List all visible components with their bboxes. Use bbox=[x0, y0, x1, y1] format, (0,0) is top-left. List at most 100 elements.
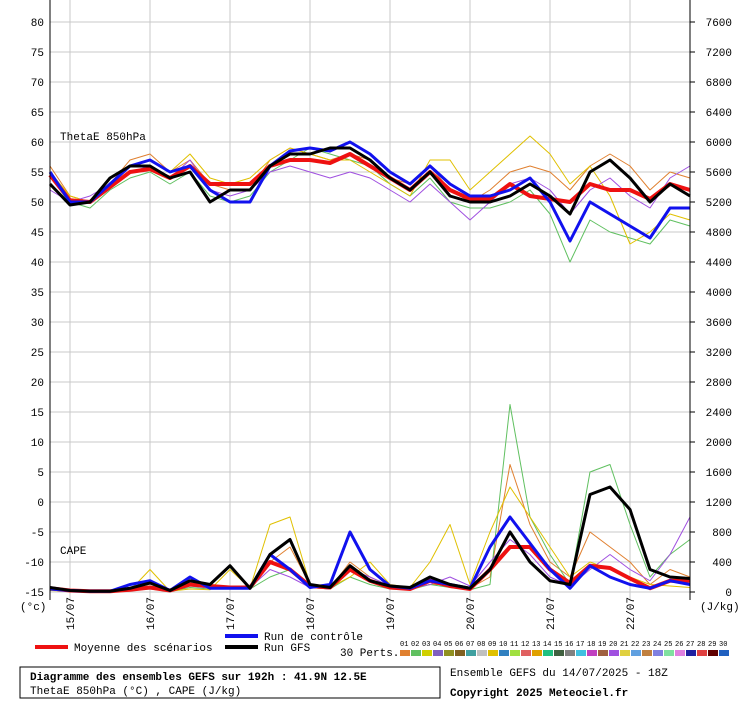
y-tick-label: 35 bbox=[31, 288, 44, 300]
member-label: 07 bbox=[466, 641, 474, 649]
series-line bbox=[49, 485, 691, 593]
annotation: ThetaE 850hPa bbox=[60, 132, 146, 144]
y-tick-label: -10 bbox=[24, 558, 44, 570]
member-label: 20 bbox=[609, 641, 617, 649]
member-label: 24 bbox=[653, 641, 661, 649]
member-label: 29 bbox=[708, 641, 716, 649]
member-label: 19 bbox=[598, 641, 606, 649]
member-swatch bbox=[708, 650, 718, 656]
y-tick-label: 5 bbox=[37, 468, 44, 480]
member-label: 26 bbox=[675, 641, 683, 649]
member-swatch bbox=[686, 650, 696, 656]
member-swatch bbox=[565, 650, 575, 656]
x-tick-label: 20/07 bbox=[466, 597, 478, 630]
y2-tick-label: 5200 bbox=[706, 198, 732, 210]
plot-area bbox=[50, 0, 690, 600]
y-tick-label: 25 bbox=[31, 348, 44, 360]
member-swatch bbox=[609, 650, 619, 656]
annotation: CAPE bbox=[60, 546, 87, 558]
member-label: 06 bbox=[455, 641, 463, 649]
series-line bbox=[48, 140, 690, 243]
y-tick-label: 0 bbox=[37, 498, 44, 510]
y-tick-label: 55 bbox=[31, 168, 44, 180]
y-tick-label: 75 bbox=[31, 48, 44, 60]
member-swatch bbox=[675, 650, 685, 656]
member-swatch bbox=[576, 650, 586, 656]
member-swatch bbox=[499, 650, 509, 656]
member-swatch bbox=[411, 650, 421, 656]
x-tick-label: 15/07 bbox=[66, 597, 78, 630]
member-label: 10 bbox=[499, 641, 507, 649]
member-label: 08 bbox=[477, 641, 485, 649]
y2-tick-label: 2000 bbox=[706, 438, 732, 450]
member-label: 16 bbox=[565, 641, 573, 649]
member-swatch bbox=[444, 650, 454, 656]
legend-label: Moyenne des scénarios bbox=[74, 643, 213, 655]
member-label: 13 bbox=[532, 641, 540, 649]
member-swatch bbox=[422, 650, 432, 656]
y2-tick-label: 6000 bbox=[706, 138, 732, 150]
y-tick-label: 45 bbox=[31, 228, 44, 240]
x-tick-label: 16/07 bbox=[146, 597, 158, 630]
y-tick-label: 40 bbox=[31, 258, 44, 270]
member-label: 17 bbox=[576, 641, 584, 649]
y2-tick-label: 5600 bbox=[706, 168, 732, 180]
y2-tick-label: 2400 bbox=[706, 408, 732, 420]
member-swatch bbox=[631, 650, 641, 656]
y-tick-label: -5 bbox=[31, 528, 44, 540]
y2-tick-label: 7600 bbox=[706, 18, 732, 30]
member-label: 25 bbox=[664, 641, 672, 649]
y-tick-label: 30 bbox=[31, 318, 44, 330]
member-label: 22 bbox=[631, 641, 639, 649]
y-tick-label: 10 bbox=[31, 438, 44, 450]
title-box bbox=[19, 666, 441, 699]
x-tick-label: 21/07 bbox=[546, 597, 558, 630]
member-label: 03 bbox=[422, 641, 430, 649]
member-label: 23 bbox=[642, 641, 650, 649]
y2-tick-label: 2800 bbox=[706, 378, 732, 390]
member-label: 01 bbox=[400, 641, 408, 649]
legend-label: Run de contrôle bbox=[264, 632, 363, 644]
y-tick-label: -15 bbox=[24, 588, 44, 600]
x-tick-label: 17/07 bbox=[226, 597, 238, 630]
y-tick-label: 65 bbox=[31, 108, 44, 120]
y2-tick-label: 7200 bbox=[706, 48, 732, 60]
member-label: 05 bbox=[444, 641, 452, 649]
member-label: 27 bbox=[686, 641, 694, 649]
member-swatch bbox=[664, 650, 674, 656]
member-label: 18 bbox=[587, 641, 595, 649]
y-tick-label: 20 bbox=[31, 378, 44, 390]
y-tick-label: 50 bbox=[31, 198, 44, 210]
x-tick-label: 18/07 bbox=[306, 597, 318, 630]
member-swatch bbox=[554, 650, 564, 656]
member-swatch bbox=[400, 650, 410, 656]
y-tick-label: 80 bbox=[31, 18, 44, 30]
y-axis-label: (°c) bbox=[20, 602, 46, 614]
member-swatch bbox=[521, 650, 531, 656]
y2-tick-label: 4800 bbox=[706, 228, 732, 240]
y-tick-label: 70 bbox=[31, 78, 44, 90]
member-label: 14 bbox=[543, 641, 551, 649]
x-tick-label: 22/07 bbox=[626, 597, 638, 630]
member-swatch bbox=[598, 650, 608, 656]
member-swatch bbox=[532, 650, 542, 656]
y2-tick-label: 800 bbox=[712, 528, 732, 540]
y2-tick-label: 3200 bbox=[706, 348, 732, 360]
legend-label: Run GFS bbox=[264, 643, 311, 655]
member-swatch bbox=[433, 650, 443, 656]
y2-tick-label: 1200 bbox=[706, 498, 732, 510]
member-label: 02 bbox=[411, 641, 419, 649]
member-swatch bbox=[620, 650, 630, 656]
y2-tick-label: 3600 bbox=[706, 318, 732, 330]
series-line bbox=[48, 146, 691, 216]
y2-tick-label: 4000 bbox=[706, 288, 732, 300]
series-line bbox=[48, 152, 691, 204]
member-label: 15 bbox=[554, 641, 562, 649]
perts-label: 30 Perts. bbox=[340, 648, 399, 660]
y2-tick-label: 0 bbox=[725, 588, 732, 600]
member-swatch bbox=[477, 650, 487, 656]
chart-subtitle: ThetaE 850hPa (°C) , CAPE (J/kg) bbox=[30, 686, 241, 698]
x-tick-label: 19/07 bbox=[386, 597, 398, 630]
chart-title: Diagramme des ensembles GEFS sur 192h : … bbox=[30, 672, 367, 684]
member-label: 28 bbox=[697, 641, 705, 649]
